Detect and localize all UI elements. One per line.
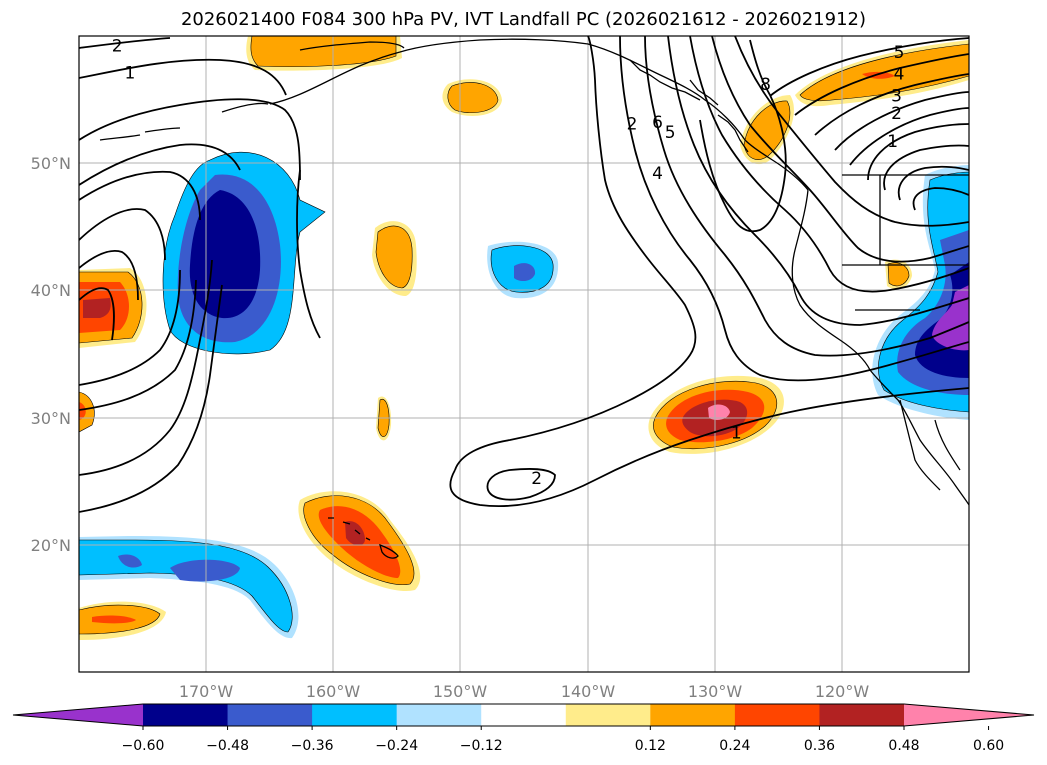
contour-label: 5: [665, 123, 676, 143]
lon-tick: 170°W: [179, 682, 234, 701]
lat-tick: 20°N: [31, 536, 71, 555]
colorbar-tick-label: −0.36: [291, 738, 334, 754]
colorbar-extend-max: [904, 704, 1034, 726]
colorbar-segment: [481, 704, 567, 726]
colorbar-segment: [565, 704, 651, 726]
contour-label: 4: [894, 65, 905, 85]
colorbar-extend-min: [13, 704, 143, 726]
lat-tick: 40°N: [31, 281, 71, 300]
hawaii-islands: [328, 517, 399, 559]
colorbar-tick-label: 0.12: [635, 738, 666, 754]
lon-tick: 130°W: [688, 682, 743, 701]
contour-label: 2: [112, 37, 123, 57]
contour-label: 2: [531, 469, 542, 489]
ivt-contours: [79, 36, 969, 513]
colorbar-tick-label: −0.24: [375, 738, 418, 754]
colorbar-segment: [227, 704, 313, 726]
contour-label: 3: [891, 86, 902, 106]
lon-tick: 120°W: [815, 682, 870, 701]
alaska-coast: [269, 38, 809, 191]
colorbar-tick-label: −0.60: [122, 738, 165, 754]
lon-tick-labels: 170°W 160°W 150°W 140°W 130°W 120°W: [179, 682, 870, 701]
lon-tick: 140°W: [561, 682, 616, 701]
colorbar: −0.60 −0.48 −0.36 −0.24 −0.12 0.12 0.24 0.36 0.4…: [12, 703, 1035, 754]
colorbar-tick-label: 0.48: [888, 738, 919, 754]
contour-label: 6: [652, 113, 663, 133]
colorbar-tick-label: 0.24: [719, 738, 750, 754]
colorbar-segment: [143, 704, 229, 726]
contour-label: 1: [124, 63, 135, 83]
lat-tick: 30°N: [31, 409, 71, 428]
colorbar-segment: [734, 704, 820, 726]
positive-anomaly-mid-pacific: [375, 225, 413, 289]
colorbar-tick-label: −0.12: [460, 738, 503, 754]
lon-tick: 160°W: [306, 682, 361, 701]
contour-label: 2: [891, 104, 902, 124]
shading-layer: [79, 36, 969, 640]
colorbar-segment: [396, 704, 482, 726]
lat-tick: 50°N: [31, 154, 71, 173]
contour-label: 1: [887, 132, 898, 152]
colorbar-segment: [819, 704, 905, 726]
colorbar-tick-label: 0.36: [804, 738, 835, 754]
contour-label: 1: [731, 423, 742, 443]
contour-label: 2: [627, 114, 638, 134]
colorbar-segment: [312, 704, 398, 726]
colorbar-tick-label: −0.48: [206, 738, 249, 754]
map-frame: [78, 35, 970, 673]
contour-label: 8: [760, 75, 771, 95]
map-title: 2026021400 F084 300 hPa PV, IVT Landfall…: [180, 9, 867, 30]
positive-anomaly-bering: [250, 36, 397, 67]
colorbar-segment: [650, 704, 736, 726]
lon-tick: 150°W: [433, 682, 488, 701]
contour-label: 4: [652, 164, 663, 184]
ivt-contour-tropical-plume: [296, 169, 321, 339]
lat-tick-labels: 50°N 40°N 30°N 20°N: [31, 154, 71, 555]
colorbar-tick-label: 0.60: [973, 738, 1004, 754]
contour-label: 5: [894, 43, 905, 63]
